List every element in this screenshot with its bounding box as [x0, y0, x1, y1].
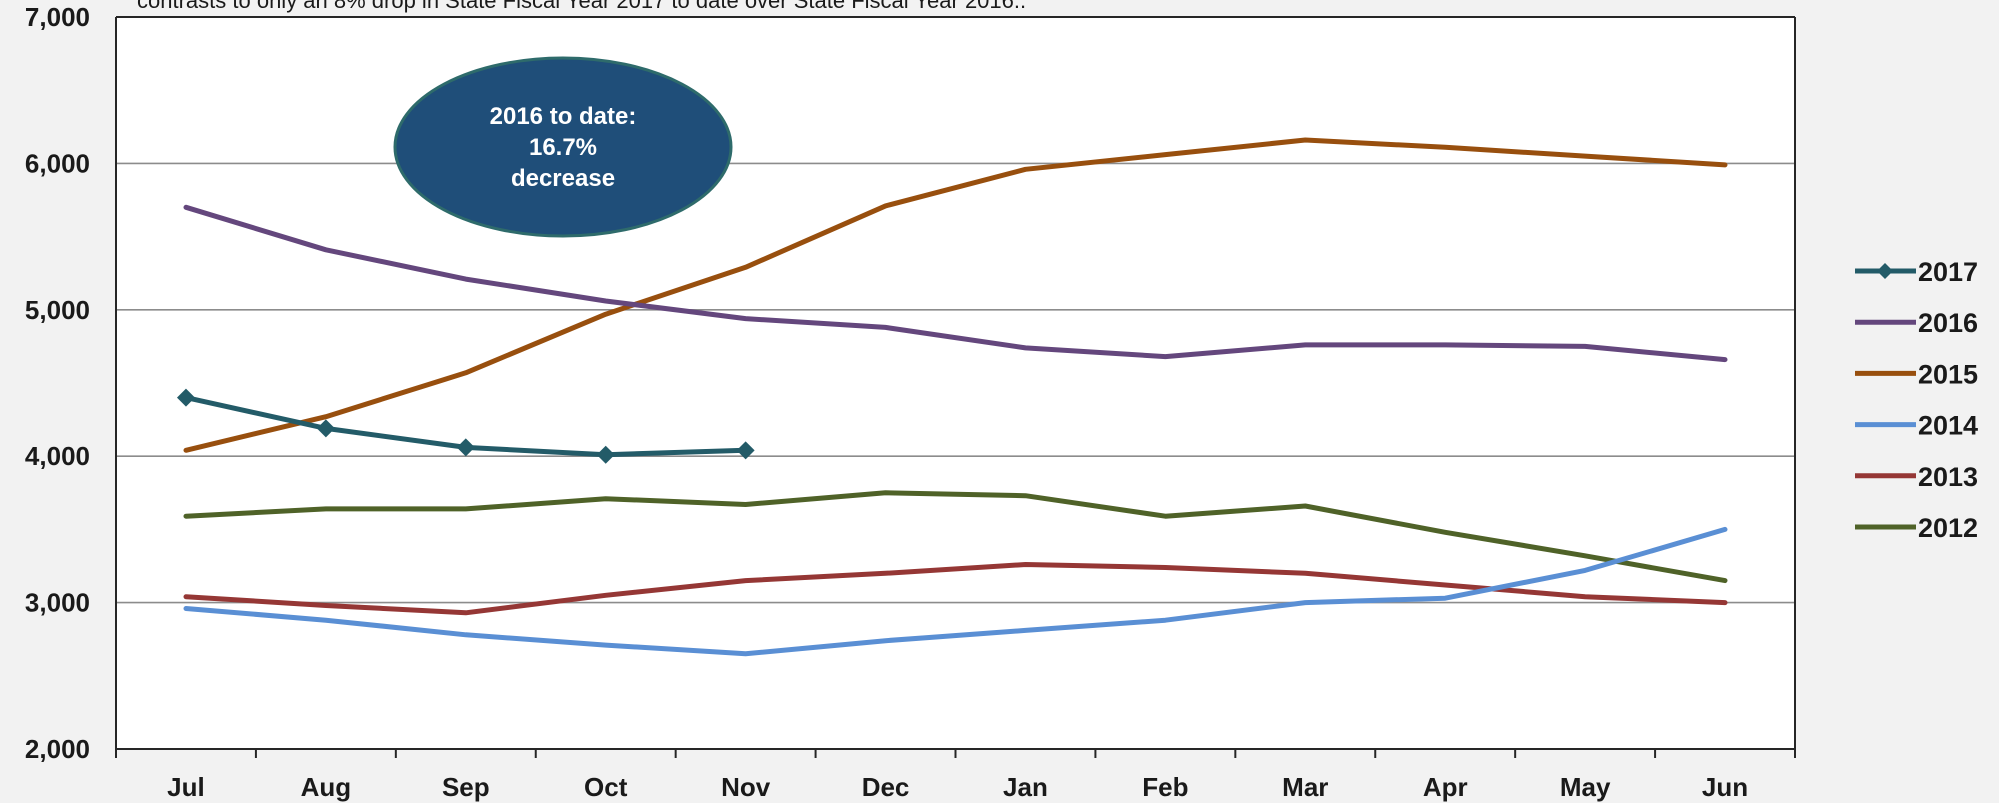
x-tick-label: Jul	[167, 772, 205, 802]
callout-annotation: 2016 to date: 16.7% decrease	[393, 56, 733, 238]
series-markers	[176, 388, 755, 464]
series-line-2015	[183, 137, 1728, 453]
series-line-2014	[183, 526, 1728, 657]
x-tick-label: Nov	[721, 772, 771, 802]
legend: 2017 2016 2015 2014 2013 2012	[1855, 257, 1978, 543]
x-tick-label: Sep	[442, 772, 490, 802]
plot-background	[116, 17, 1795, 749]
data-point-2017	[316, 419, 335, 438]
series-lines	[183, 137, 1728, 657]
x-tick-label: Jan	[1003, 772, 1048, 802]
y-tick-label: 3,000	[25, 588, 90, 618]
legend-label-2017: 2017	[1918, 257, 1978, 287]
callout-ellipse	[393, 56, 733, 238]
data-point-2017	[176, 388, 195, 407]
series-line-2012	[183, 490, 1728, 584]
y-tick-label: 7,000	[25, 2, 90, 32]
legend-label-2012: 2012	[1918, 513, 1978, 543]
plot-area	[116, 17, 1795, 749]
x-tick-label: Mar	[1282, 772, 1328, 802]
data-point-2017	[456, 438, 475, 457]
callout-text-line: 16.7%	[529, 134, 597, 161]
y-tick-label: 6,000	[25, 148, 90, 178]
legend-label-2015: 2015	[1918, 359, 1978, 389]
callout-text-line: decrease	[511, 165, 615, 192]
x-tick-label: Apr	[1423, 772, 1468, 802]
data-point-2017	[596, 445, 615, 464]
x-tick-label: Oct	[584, 772, 628, 802]
x-tick-label: Jun	[1702, 772, 1748, 802]
x-tick-label: Aug	[301, 772, 352, 802]
series-line-2013	[183, 562, 1728, 616]
legend-label-2013: 2013	[1918, 462, 1978, 492]
x-tick-label: May	[1560, 772, 1611, 802]
x-axis-ticks: Jul Aug Sep Oct Nov Dec Jan Feb Mar Apr May Jun	[115, 749, 1796, 802]
chart-note: contrasts to only an 8% drop in State Fi…	[137, 0, 1026, 13]
y-axis-ticks: 2,000 3,000 4,000 5,000 6,000 7,000	[25, 2, 90, 764]
legend-label-2016: 2016	[1918, 308, 1978, 338]
y-tick-label: 2,000	[25, 734, 90, 764]
legend-label-2014: 2014	[1918, 411, 1978, 441]
x-tick-label: Feb	[1142, 772, 1188, 802]
legend-marker-2017	[1877, 263, 1893, 279]
series-line-2016	[183, 204, 1728, 363]
callout-text-line: 2016 to date:	[490, 103, 637, 130]
gridlines	[116, 162, 1795, 604]
y-tick-label: 4,000	[25, 441, 90, 471]
y-tick-label: 5,000	[25, 295, 90, 325]
x-tick-label: Dec	[862, 772, 910, 802]
data-point-2017	[736, 441, 755, 460]
